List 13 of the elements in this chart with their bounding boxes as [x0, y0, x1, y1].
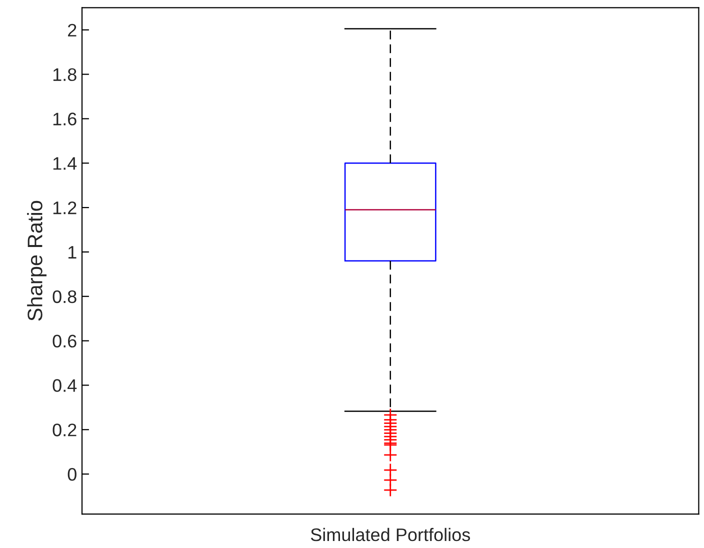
y-tick-label: 1: [68, 246, 76, 259]
y-tick-label: 0.4: [52, 379, 77, 392]
y-tick-label: 1.2: [53, 201, 76, 214]
y-tick-label: 2: [68, 24, 76, 36]
y-tick-label: 0.6: [52, 334, 76, 348]
x-tick-label: Simulated Portfolios: [310, 528, 470, 542]
y-tick-label: 1.4: [53, 157, 77, 170]
y-axis-title: Sharpe Ratio: [27, 200, 46, 321]
y-tick-label: 0.2: [52, 424, 76, 436]
y-tick-label: 1.6: [53, 112, 76, 126]
y-tick-label: 0.8: [52, 290, 76, 304]
y-tick-label: 1.8: [53, 68, 76, 82]
y-tick-label: 0: [68, 468, 76, 481]
